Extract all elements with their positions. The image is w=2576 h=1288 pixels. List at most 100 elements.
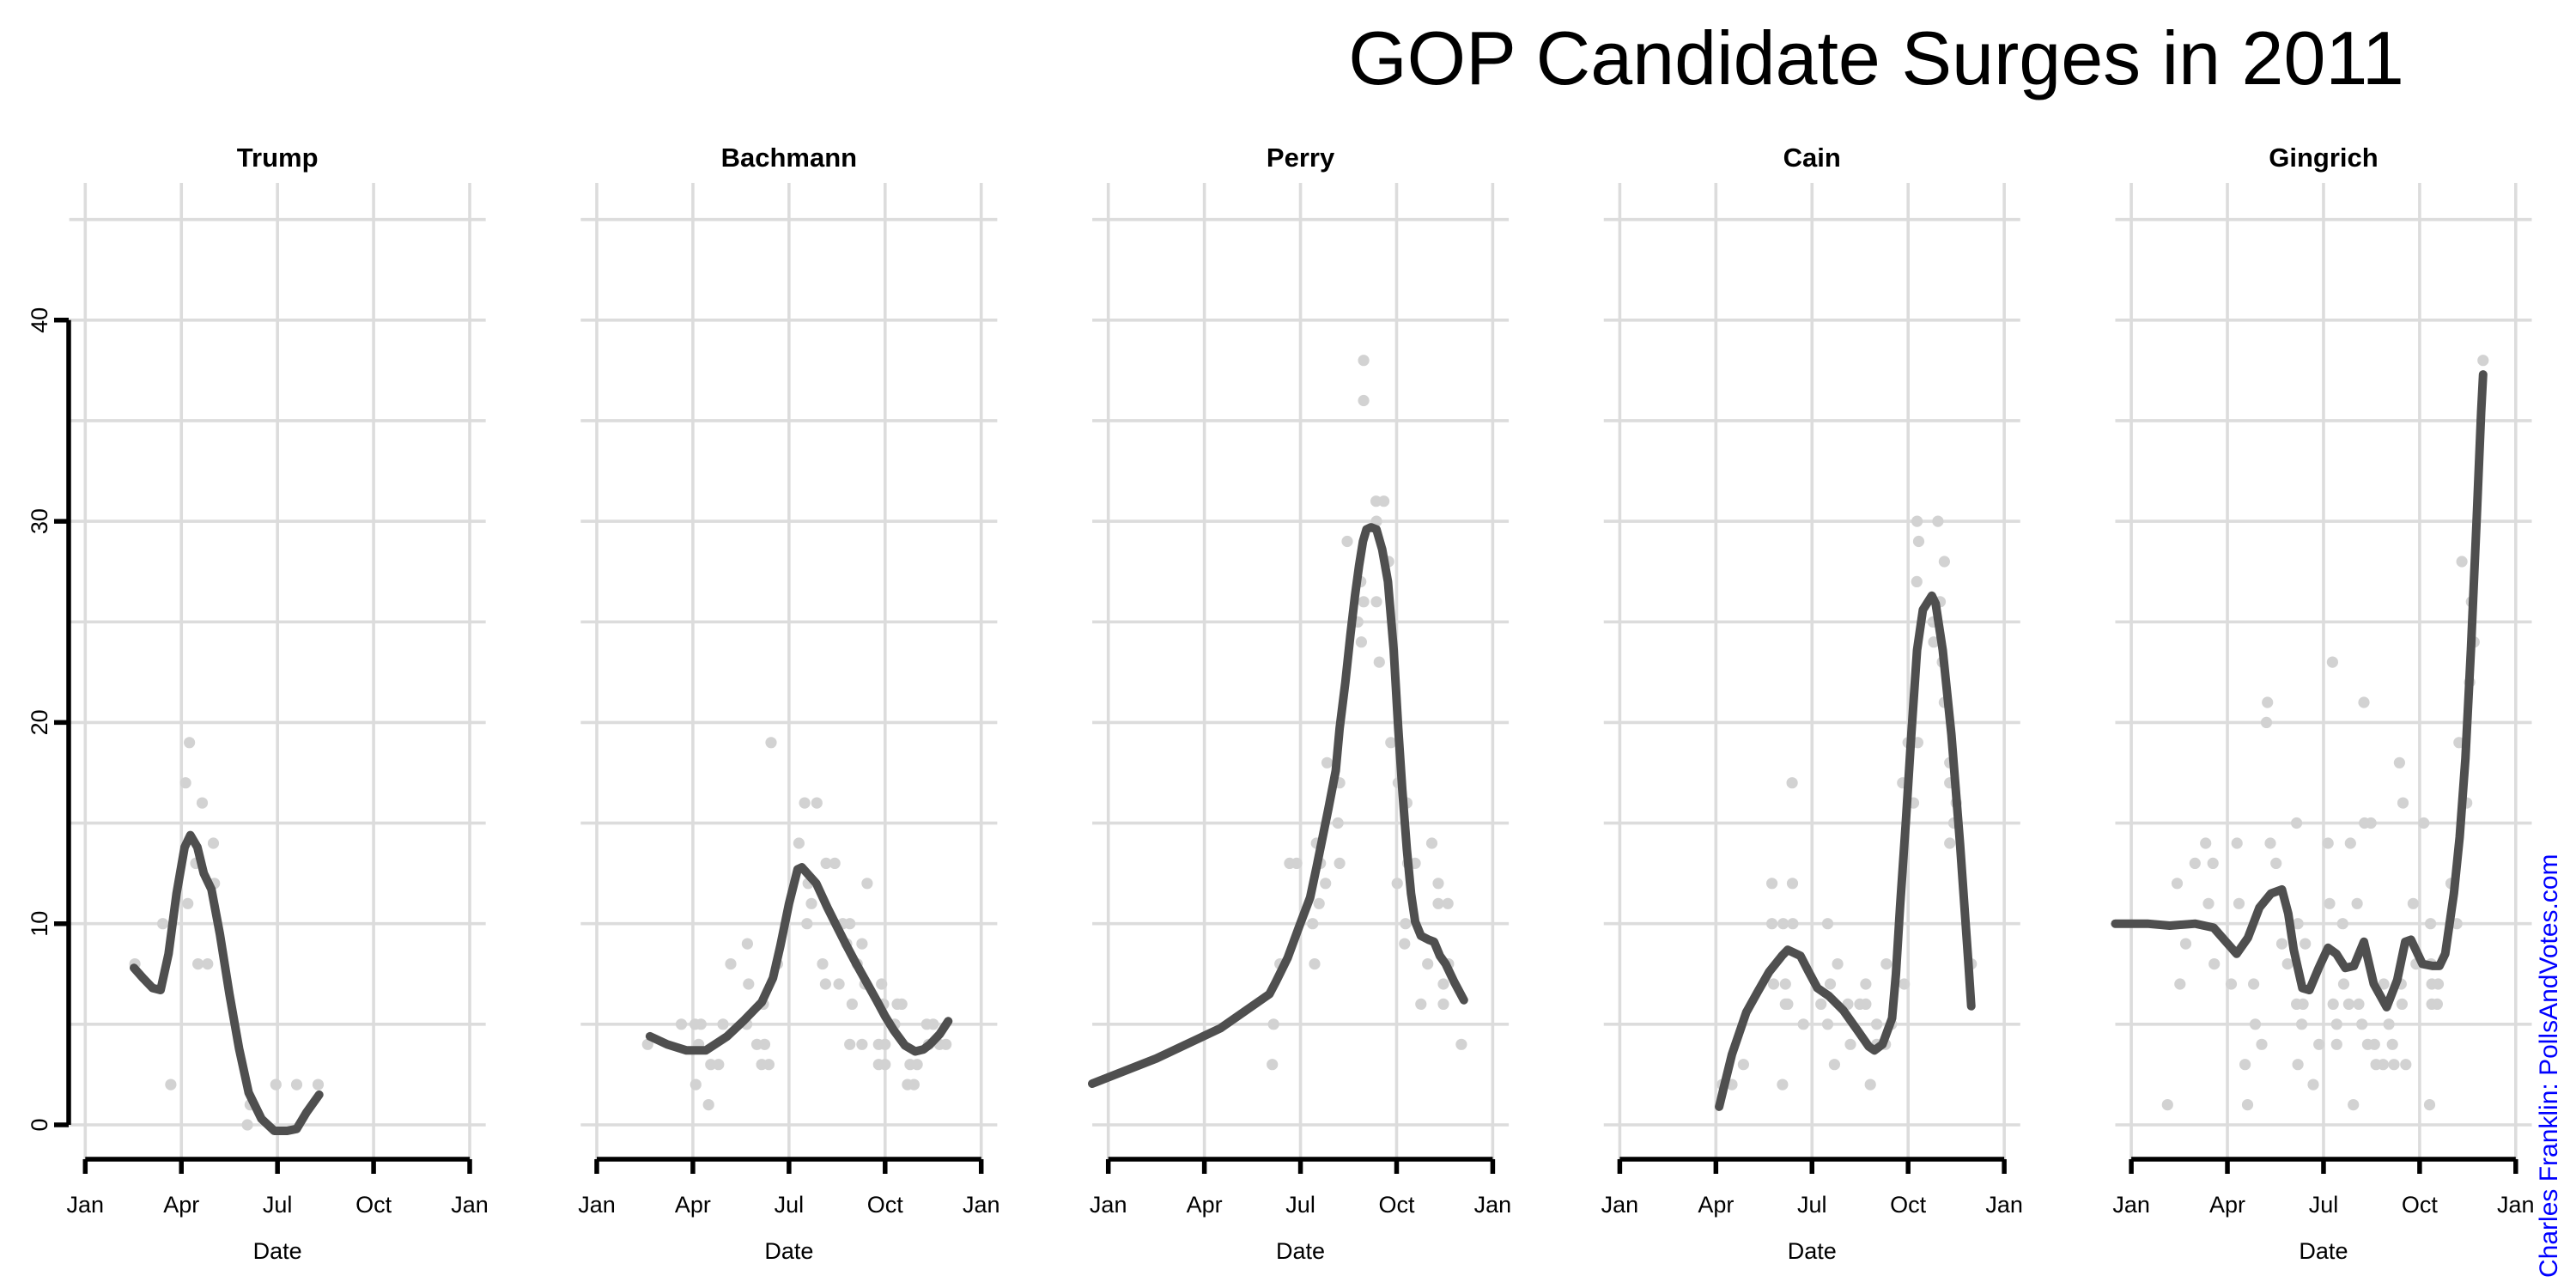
poll-point xyxy=(241,1119,253,1131)
x-axis-label: Date xyxy=(253,1238,302,1264)
poll-point xyxy=(2377,1059,2389,1071)
poll-point xyxy=(1786,878,1799,890)
poll-point xyxy=(184,737,196,749)
poll-point xyxy=(2260,716,2273,729)
y-tick-label: 20 xyxy=(27,709,52,735)
poll-point xyxy=(202,958,214,970)
poll-point xyxy=(1399,938,1411,950)
poll-point xyxy=(1899,978,1911,990)
poll-point xyxy=(1309,958,1321,970)
x-tick-label: Apr xyxy=(2209,1192,2245,1218)
poll-point xyxy=(819,978,832,990)
poll-point xyxy=(2337,978,2350,990)
x-axis-label: Date xyxy=(764,1238,813,1264)
poll-point xyxy=(2456,556,2468,568)
poll-point xyxy=(2432,978,2445,990)
poll-point xyxy=(165,1078,177,1091)
poll-point xyxy=(2322,837,2334,849)
poll-point xyxy=(844,918,856,930)
poll-point xyxy=(1437,978,1449,990)
trend-line xyxy=(130,830,324,1135)
poll-point xyxy=(1455,1038,1467,1050)
poll-point xyxy=(2431,998,2443,1010)
poll-point xyxy=(817,958,829,970)
x-tick-label: Jul xyxy=(1285,1192,1315,1218)
poll-point xyxy=(1358,355,1370,367)
poll-point xyxy=(2262,696,2274,708)
x-tick-label: Jan xyxy=(2112,1192,2150,1218)
poll-point xyxy=(182,897,194,909)
poll-point xyxy=(801,918,813,930)
poll-point xyxy=(1332,817,1344,829)
poll-point xyxy=(270,1078,282,1091)
poll-point xyxy=(675,1018,688,1030)
poll-point xyxy=(717,1018,729,1030)
poll-point xyxy=(2248,978,2260,990)
poll-point xyxy=(1786,777,1798,789)
poll-point xyxy=(2353,998,2365,1010)
poll-point xyxy=(207,837,220,849)
poll-point xyxy=(940,1038,952,1050)
poll-point xyxy=(1815,998,1827,1010)
poll-point xyxy=(312,1078,325,1091)
poll-point xyxy=(2300,938,2312,950)
poll-point xyxy=(1313,897,1325,909)
credit-attribution: Charles Franklin: PollsAndVotes.com xyxy=(2535,854,2563,1278)
poll-point xyxy=(2189,857,2201,870)
x-tick-label: Jan xyxy=(2497,1192,2535,1218)
poll-point xyxy=(896,998,908,1010)
poll-point xyxy=(1355,636,1367,648)
poll-point xyxy=(702,1099,714,1111)
poll-point xyxy=(2161,1099,2173,1111)
poll-point xyxy=(1844,1038,1856,1050)
poll-point xyxy=(1932,515,1944,527)
poll-point xyxy=(1766,878,1778,890)
x-tick-label: Oct xyxy=(867,1192,904,1218)
panel-title: Cain xyxy=(1783,143,1841,173)
poll-point xyxy=(2202,897,2215,909)
trend-line xyxy=(645,863,953,1056)
y-tick-label: 30 xyxy=(27,508,52,534)
poll-point xyxy=(2383,1018,2395,1030)
trend-line xyxy=(1715,591,1976,1111)
poll-point xyxy=(820,857,832,870)
poll-point xyxy=(1779,978,1791,990)
x-tick-label: Jan xyxy=(963,1192,1000,1218)
poll-point xyxy=(1358,596,1370,608)
poll-point xyxy=(741,938,754,950)
trend-line xyxy=(1088,523,1468,1088)
poll-point xyxy=(1944,837,1956,849)
poll-point xyxy=(2396,998,2408,1010)
poll-point xyxy=(1378,495,1390,507)
poll-point xyxy=(2281,958,2293,970)
poll-point xyxy=(1400,918,1412,930)
y-tick-label: 40 xyxy=(27,307,52,333)
x-tick-label: Oct xyxy=(1378,1192,1415,1218)
poll-point xyxy=(833,978,845,990)
panel-trump: Jan Apr Jul Oct Jan Date Trump 0 10 20 30 40 xyxy=(27,143,489,1264)
poll-point xyxy=(758,1038,771,1050)
poll-point xyxy=(765,737,777,749)
poll-point xyxy=(1824,978,1837,990)
x-tick-label: Jul xyxy=(2309,1192,2339,1218)
poll-point xyxy=(2400,1059,2412,1071)
poll-point xyxy=(2307,1078,2319,1091)
x-tick-label: Apr xyxy=(675,1192,711,1218)
poll-point xyxy=(2270,857,2282,870)
poll-point xyxy=(1373,656,1385,668)
poll-point xyxy=(2477,355,2489,367)
poll-point xyxy=(1267,1018,1279,1030)
poll-point xyxy=(157,918,169,930)
x-tick-label: Jan xyxy=(1601,1192,1639,1218)
poll-point xyxy=(1737,1059,1749,1071)
poll-point xyxy=(2264,837,2276,849)
x-tick-label: Apr xyxy=(1187,1192,1223,1218)
poll-point xyxy=(1437,998,1449,1010)
x-tick-label: Oct xyxy=(355,1192,392,1218)
poll-point xyxy=(1928,636,1940,648)
poll-point xyxy=(927,1018,939,1030)
poll-point xyxy=(1391,878,1403,890)
poll-point xyxy=(1864,1078,1876,1091)
